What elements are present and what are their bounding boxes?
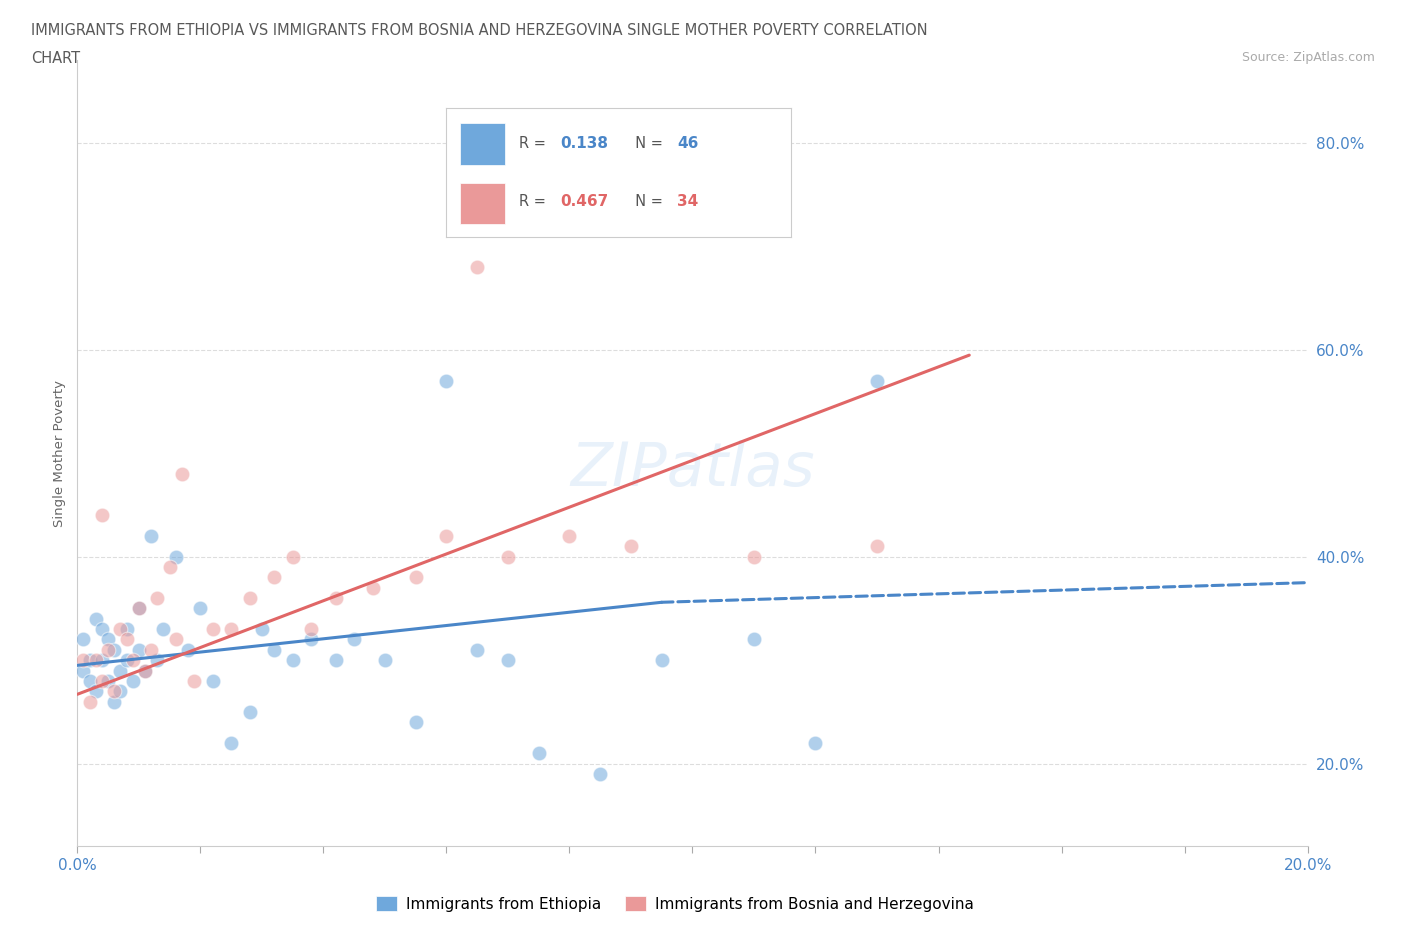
Point <box>465 643 488 658</box>
Point <box>742 632 765 647</box>
Point <box>110 684 132 698</box>
Point <box>589 766 612 781</box>
Point <box>496 653 519 668</box>
Point <box>110 622 132 637</box>
Point <box>72 632 94 647</box>
Point <box>361 580 384 595</box>
Point <box>465 259 488 274</box>
Point <box>97 632 120 647</box>
Point <box>742 550 765 565</box>
Text: IMMIGRANTS FROM ETHIOPIA VS IMMIGRANTS FROM BOSNIA AND HERZEGOVINA SINGLE MOTHER: IMMIGRANTS FROM ETHIOPIA VS IMMIGRANTS F… <box>31 23 928 38</box>
Point <box>79 694 101 709</box>
Point <box>405 715 427 730</box>
Point <box>103 684 125 698</box>
Point <box>170 467 193 482</box>
Point <box>343 632 366 647</box>
Point <box>84 611 107 626</box>
Point <box>146 591 169 605</box>
Point <box>281 653 304 668</box>
Point <box>146 653 169 668</box>
Point <box>239 591 262 605</box>
Point <box>159 560 181 575</box>
Legend: Immigrants from Ethiopia, Immigrants from Bosnia and Herzegovina: Immigrants from Ethiopia, Immigrants fro… <box>370 890 980 918</box>
Point <box>201 622 224 637</box>
Point <box>90 653 114 668</box>
Point <box>165 632 187 647</box>
Point <box>188 601 212 616</box>
Point <box>183 673 205 688</box>
Point <box>219 736 242 751</box>
Point <box>281 550 304 565</box>
Point <box>299 622 322 637</box>
Point <box>90 673 114 688</box>
Point <box>141 643 163 658</box>
Point <box>527 746 550 761</box>
Point <box>325 591 347 605</box>
Point <box>165 550 187 565</box>
Point <box>79 653 101 668</box>
Point <box>804 736 827 751</box>
Point <box>374 653 396 668</box>
Point <box>84 684 107 698</box>
Point <box>263 570 285 585</box>
Point <box>121 653 143 668</box>
Point <box>219 622 242 637</box>
Point <box>866 374 889 389</box>
Point <box>405 570 427 585</box>
Point <box>72 653 94 668</box>
Y-axis label: Single Mother Poverty: Single Mother Poverty <box>53 379 66 527</box>
Point <box>263 643 285 658</box>
Point <box>141 528 163 543</box>
Point <box>620 539 643 554</box>
Point <box>90 508 114 523</box>
Point <box>496 550 519 565</box>
Point <box>79 673 101 688</box>
Point <box>134 663 156 678</box>
Point <box>84 653 107 668</box>
Point <box>436 374 458 389</box>
Point <box>103 643 125 658</box>
Point <box>152 622 174 637</box>
Point <box>299 632 322 647</box>
Point <box>72 663 94 678</box>
Point <box>128 643 150 658</box>
Point <box>97 643 120 658</box>
Point <box>325 653 347 668</box>
Point <box>128 601 150 616</box>
Point <box>115 653 138 668</box>
Point <box>177 643 200 658</box>
Point <box>201 673 224 688</box>
Point <box>121 673 143 688</box>
Point <box>97 673 120 688</box>
Point <box>115 632 138 647</box>
Point <box>651 653 673 668</box>
Point <box>115 622 138 637</box>
Point <box>250 622 273 637</box>
Text: CHART: CHART <box>31 51 80 66</box>
Point <box>239 704 262 719</box>
Point <box>90 622 114 637</box>
Point <box>558 528 581 543</box>
Text: ZIPatlas: ZIPatlas <box>571 440 814 498</box>
Point <box>866 539 889 554</box>
Point <box>134 663 156 678</box>
Point <box>436 528 458 543</box>
Point <box>128 601 150 616</box>
Point <box>103 694 125 709</box>
Point <box>110 663 132 678</box>
Text: Source: ZipAtlas.com: Source: ZipAtlas.com <box>1241 51 1375 64</box>
